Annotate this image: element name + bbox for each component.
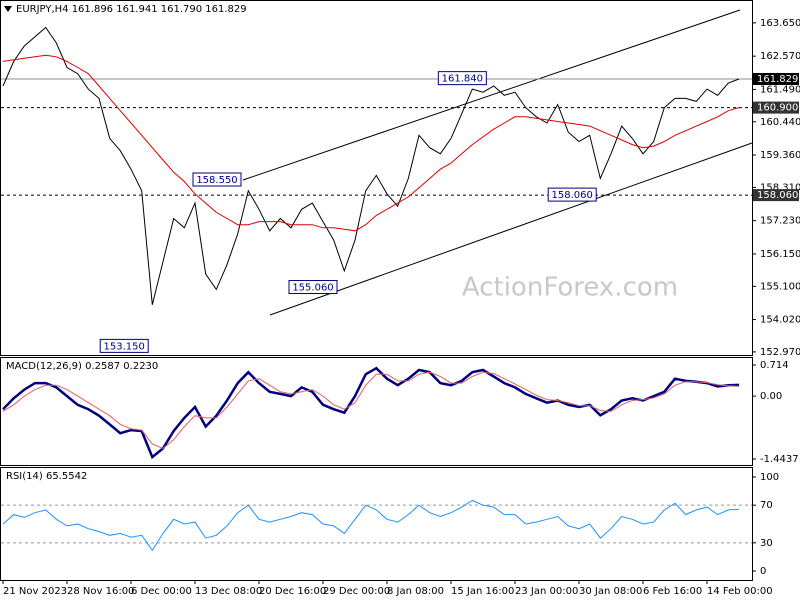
- x-tick-label: 13 Dec 08:00: [195, 586, 262, 597]
- level-label: 161.829: [757, 74, 798, 85]
- annotation-label: 158.060: [552, 190, 593, 201]
- annotation-label: 155.060: [292, 283, 333, 294]
- annotation-box: [192, 172, 242, 187]
- x-tick-label: 30 Jan 08:00: [579, 586, 642, 597]
- annotation-box: [547, 187, 597, 202]
- channel-upper: [242, 9, 741, 181]
- y-tick-label: 30: [760, 538, 773, 549]
- series-line: [2, 366, 740, 460]
- y-tick-label: 161.490: [760, 84, 800, 95]
- y-tick-label: -1.4437: [760, 454, 799, 465]
- x-tick-label: 15 Jan 16:00: [451, 586, 514, 597]
- y-tick-label: 154.020: [760, 315, 800, 326]
- annotation-box: [288, 280, 338, 295]
- x-tick-label: 23 Jan 00:00: [515, 586, 578, 597]
- y-tick-label: 70: [760, 500, 773, 511]
- rsi-frame: [0, 467, 753, 581]
- series-line: [2, 54, 740, 232]
- y-tick-label: 0.714: [760, 360, 789, 371]
- annotation-label: 153.150: [104, 341, 145, 352]
- y-tick-label: 162.570: [760, 51, 800, 62]
- rsi-title: RSI(14) 65.5542: [6, 471, 87, 482]
- level-label-box: [753, 189, 799, 202]
- watermark: ActionForex.com: [462, 273, 678, 303]
- symbol-icon: [4, 6, 12, 12]
- channel-lower: [269, 142, 753, 316]
- level-label: 158.060: [757, 190, 798, 201]
- y-tick-label: 0: [760, 566, 766, 577]
- macd-title: MACD(12,26,9) 0.2587 0.2230: [6, 361, 158, 372]
- annotation-label: 158.550: [196, 175, 237, 186]
- macd-frame: [0, 357, 753, 466]
- series-line: [2, 26, 740, 305]
- y-tick-label: 163.650: [760, 18, 800, 29]
- y-tick-label: 0.00: [760, 391, 782, 402]
- level-label: 160.900: [757, 103, 798, 114]
- y-tick-label: 100: [760, 472, 779, 483]
- x-tick-label: 6 Feb 16:00: [643, 586, 702, 597]
- chart-title: EURJPY,H4 161.896 161.941 161.790 161.82…: [16, 4, 247, 15]
- y-tick-label: 156.150: [760, 249, 800, 260]
- x-tick-label: 21 Nov 2023: [3, 586, 67, 597]
- price-frame: [0, 0, 753, 356]
- annotation-box: [99, 338, 149, 353]
- y-tick-label: 157.230: [760, 216, 800, 227]
- x-tick-label: 28 Nov 16:00: [67, 586, 134, 597]
- y-tick-label: 159.360: [760, 150, 800, 161]
- series-line: [2, 371, 740, 449]
- x-tick-label: 14 Feb 00:00: [707, 586, 773, 597]
- y-tick-label: 155.100: [760, 281, 800, 292]
- x-tick-label: 29 Dec 00:00: [323, 586, 390, 597]
- y-tick-label: 158.310: [760, 182, 800, 193]
- level-label-box: [753, 72, 799, 85]
- y-tick-label: 152.970: [760, 347, 800, 358]
- annotation-box: [437, 71, 487, 86]
- x-tick-label: 6 Dec 00:00: [131, 586, 192, 597]
- x-tick-label: 8 Jan 08:00: [387, 586, 444, 597]
- y-tick-label: 160.440: [760, 117, 800, 128]
- annotation-label: 161.840: [442, 74, 483, 85]
- level-label-box: [753, 101, 799, 114]
- series-line: [2, 499, 740, 552]
- x-tick-label: 20 Dec 16:00: [259, 586, 326, 597]
